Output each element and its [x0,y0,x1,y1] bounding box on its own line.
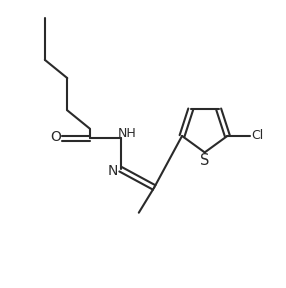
Text: Cl: Cl [251,129,264,142]
Text: S: S [200,153,209,168]
Text: O: O [50,130,61,144]
Text: N: N [108,164,118,178]
Text: NH: NH [117,127,136,140]
